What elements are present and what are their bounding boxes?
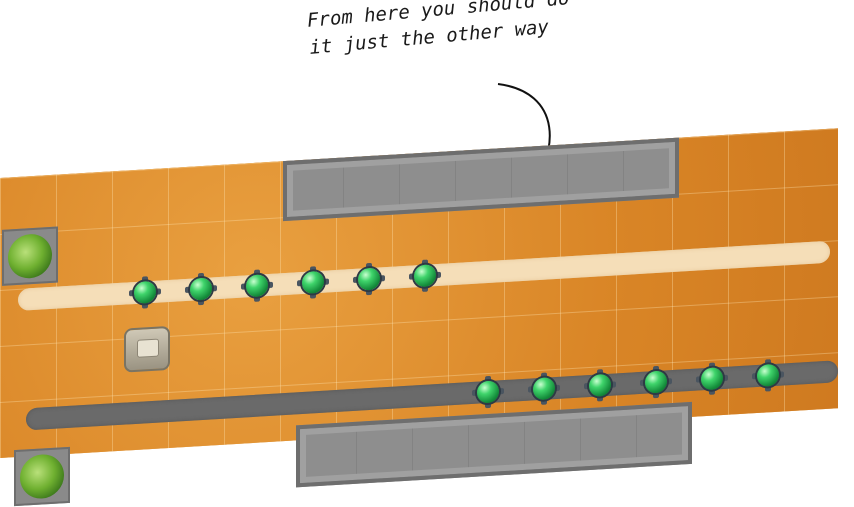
annotation-text: From here you should do it just the othe… [306,0,610,62]
corner-tile-top-left [2,226,58,286]
gem-icon[interactable] [241,269,273,303]
plant-icon [20,453,64,500]
gem-icon[interactable] [472,375,504,409]
gem-icon[interactable] [584,368,616,402]
gem-icon[interactable] [528,372,560,406]
board-floor [0,128,838,507]
game-board [0,78,838,507]
gem-icon[interactable] [696,362,728,396]
robot-icon[interactable] [124,325,170,373]
gem-icon[interactable] [640,365,672,399]
gem-icon[interactable] [409,259,441,293]
gem-icon[interactable] [185,272,217,306]
gem-icon[interactable] [353,262,385,296]
wall-top [283,137,679,222]
gem-icon[interactable] [752,358,784,392]
plant-icon [8,232,52,280]
gem-icon[interactable] [297,265,329,299]
corner-tile-bottom-left [14,446,70,507]
wall-bottom [296,401,692,488]
gem-icon[interactable] [129,275,161,309]
